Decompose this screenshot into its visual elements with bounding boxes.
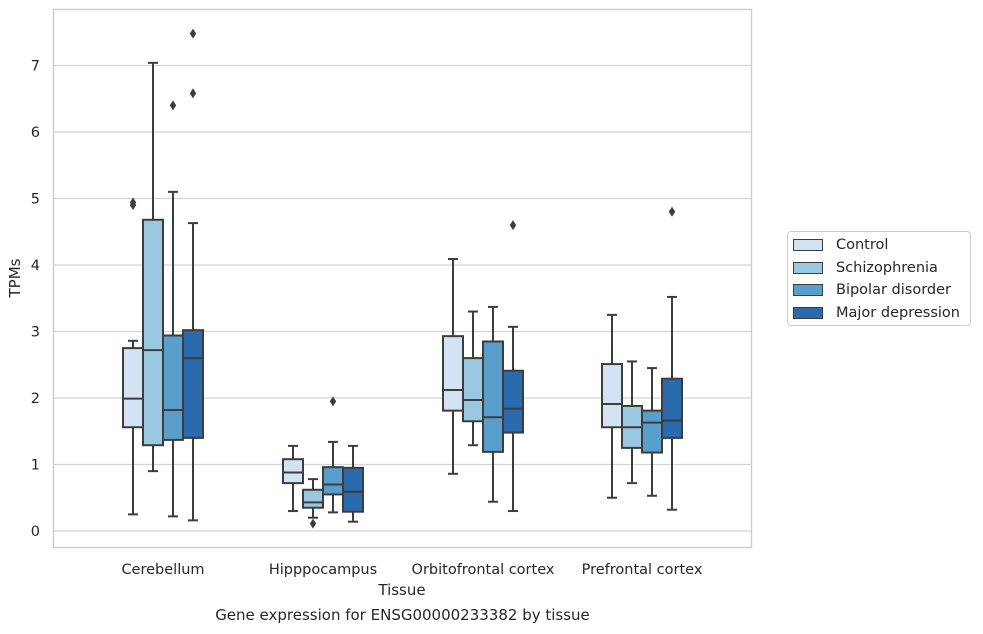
x-tick-label: Hipppocampus [269, 562, 377, 578]
box-prefrontal-cortex-major-depression [661, 206, 683, 511]
boxes [122, 28, 683, 529]
legend-label: Schizophrenia [836, 259, 938, 276]
legend-label: Major depression [836, 304, 960, 321]
box-iqr [322, 466, 344, 496]
box-iqr [122, 347, 144, 429]
outlier-point [129, 197, 137, 208]
box-hipppocampus-bipolar-disorder [322, 396, 344, 514]
plot-area-frame [52, 8, 753, 549]
outlier-point [189, 88, 197, 99]
outlier-point [309, 518, 317, 529]
y-tick-label: 7 [31, 59, 40, 75]
y-tick-label: 6 [31, 125, 40, 141]
outlier-point [189, 28, 197, 39]
box-orbitofrontal-cortex-schizophrenia [462, 310, 484, 447]
legend: Control Schizophrenia Bipolar disorder Majo… [787, 231, 971, 326]
box-iqr [142, 218, 164, 447]
outlier-point [668, 206, 676, 217]
legend-swatch [793, 306, 823, 319]
outlier-point [329, 396, 337, 407]
outlier-point [169, 100, 177, 111]
x-tick-label: Orbitofrontal cortex [412, 562, 555, 578]
box-hipppocampus-major-depression [342, 444, 364, 523]
legend-item: Control [793, 235, 888, 255]
box-iqr [342, 466, 364, 513]
y-tick-label: 4 [31, 258, 40, 274]
box-prefrontal-cortex-control [601, 313, 623, 499]
box-cerebellum-major-depression [182, 28, 204, 522]
legend-swatch [793, 284, 823, 296]
y-tick-label: 0 [31, 524, 40, 540]
box-iqr [661, 377, 683, 439]
legend-item: Schizophrenia [793, 258, 938, 278]
y-tick-label: 3 [31, 325, 40, 341]
y-tick-label: 1 [31, 458, 40, 474]
box-iqr [502, 369, 524, 434]
box-cerebellum-control [122, 197, 144, 516]
legend-item: Major depression [793, 303, 960, 323]
box-iqr [601, 363, 623, 429]
x-axis-label: Tissue [377, 581, 425, 599]
box-iqr [182, 329, 204, 439]
legend-label: Control [836, 237, 889, 253]
box-iqr [641, 409, 663, 454]
box-iqr [282, 458, 304, 485]
box-iqr [462, 357, 484, 423]
box-iqr [482, 340, 504, 453]
x-tick-label: Cerebellum [121, 562, 204, 578]
box-orbitofrontal-cortex-control [442, 258, 464, 475]
legend-swatch [793, 239, 823, 251]
axis-ticks: 0 1 2 3 4 5 6 7 Cerebellum Hipppocampus Orbitofron… [31, 59, 703, 579]
legend-swatch [793, 261, 823, 274]
y-axis-label: TPMs [6, 258, 24, 298]
box-cerebellum-schizophrenia [142, 61, 164, 473]
box-iqr [302, 488, 324, 509]
box-cerebellum-bipolar-disorder [162, 100, 184, 518]
box-orbitofrontal-cortex-bipolar-disorder [482, 305, 504, 503]
box-hipppocampus-control [282, 444, 304, 513]
box-prefrontal-cortex-bipolar-disorder [641, 367, 663, 497]
box-iqr [162, 334, 184, 441]
legend-item: Bipolar disorder [793, 280, 951, 300]
box-iqr [442, 335, 464, 412]
chart-title: Gene expression for ENSG00000233382 by t… [215, 606, 590, 624]
y-tick-label: 2 [31, 391, 40, 407]
outlier-point [509, 220, 517, 231]
legend-label: Bipolar disorder [836, 282, 951, 298]
y-tick-label: 5 [31, 192, 40, 208]
x-tick-label: Prefrontal cortex [582, 562, 703, 578]
box-hipppocampus-schizophrenia [302, 478, 324, 529]
box-orbitofrontal-cortex-major-depression [502, 220, 524, 513]
